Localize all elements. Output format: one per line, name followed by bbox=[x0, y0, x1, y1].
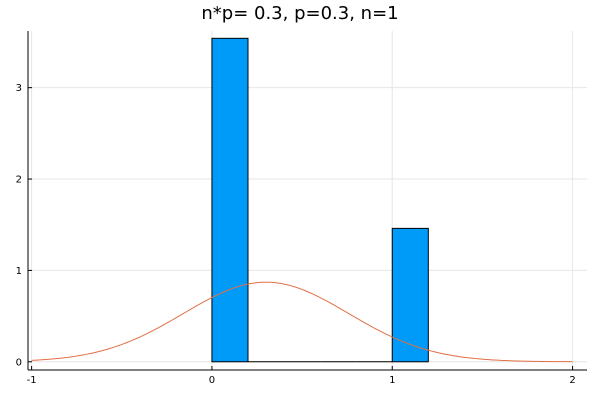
y-tick-label: 3 bbox=[16, 83, 22, 94]
grid-layer bbox=[28, 31, 587, 370]
y-tick-label: 1 bbox=[16, 266, 22, 277]
histogram-bar bbox=[211, 37, 249, 363]
x-tick-label: -1 bbox=[27, 375, 37, 386]
x-tick-label: 1 bbox=[389, 375, 395, 386]
axes bbox=[27, 31, 587, 371]
histogram-bar bbox=[391, 227, 429, 363]
density-curve-layer bbox=[31, 281, 573, 363]
y-tick-label: 0 bbox=[16, 357, 22, 368]
x-tick-label: 0 bbox=[209, 375, 215, 386]
y-tick-label: 2 bbox=[16, 175, 22, 186]
density-curve bbox=[31, 281, 573, 363]
chart-title: n*p= 0.3, p=0.3, n=1 bbox=[201, 3, 398, 24]
histogram-bars bbox=[211, 37, 429, 363]
x-tick-label: 2 bbox=[569, 375, 575, 386]
tick-labels: -1 0 1 2 0 1 2 3 bbox=[16, 83, 576, 386]
